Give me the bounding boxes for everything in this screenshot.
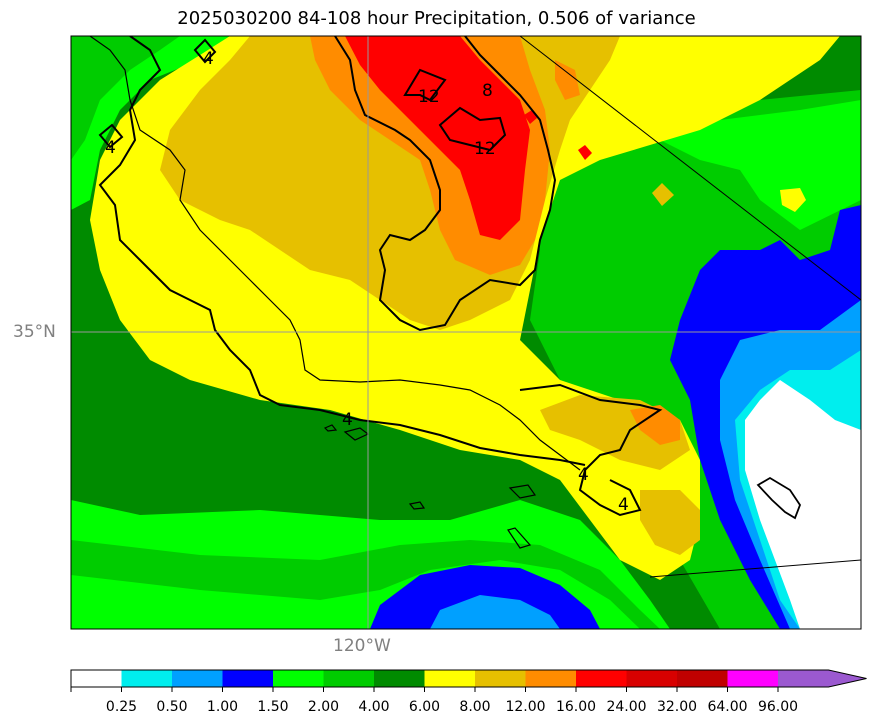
colorbar-segment	[677, 670, 728, 687]
contour-label: 4	[105, 138, 116, 158]
colorbar-segment	[424, 670, 476, 687]
colorbar-segment	[374, 670, 425, 687]
colorbar-segment	[576, 670, 627, 687]
colorbar-tick-label: 6.00	[409, 699, 440, 715]
colorbar-tick-label: 96.00	[758, 699, 798, 715]
contour-label-layer: 4 4 12 8 12 4 4 4	[105, 49, 629, 515]
colorbar-tick-label: 0.25	[106, 699, 137, 715]
colorbar-tick-label: 16.00	[556, 699, 596, 715]
map-title: 2025030200 84-108 hour Precipitation, 0.…	[177, 8, 696, 29]
contour-label: 12	[474, 139, 496, 159]
field-white-east	[745, 380, 861, 629]
colorbar: 0.25 0.50 1.00 1.50 2.00 4.00 6.00 8.00 12.00 16.…	[70, 669, 867, 715]
colorbar-tick-label: 24.00	[606, 699, 646, 715]
contour-4-south-loop	[519, 383, 663, 517]
colorbar-tick-label: 1.50	[257, 699, 288, 715]
colorbar-tick-label: 2.00	[308, 699, 339, 715]
colorbar-tick-label: 8.00	[459, 699, 490, 715]
colorbar-segment	[71, 670, 122, 687]
contour-12-b	[438, 106, 507, 152]
colorbar-tick-label: 0.50	[156, 699, 187, 715]
contour-label: 4	[578, 465, 589, 485]
map-frame	[70, 35, 862, 630]
lake-east	[756, 476, 802, 520]
contour-8	[334, 36, 557, 332]
lat-label: 35°N	[13, 322, 56, 342]
island-2	[508, 484, 537, 499]
island-5	[323, 424, 338, 432]
colorbar-tick-label: 64.00	[707, 699, 747, 715]
field-gold-dot	[652, 183, 674, 206]
colorbar-segment	[323, 670, 375, 687]
contour-4-leftloop	[98, 123, 124, 149]
field-orange-n	[555, 60, 580, 100]
colorbar-segment	[273, 670, 324, 687]
contour-12-a	[403, 68, 447, 102]
colorbar-segment	[525, 670, 577, 687]
colorbar-extend-arrow	[778, 670, 867, 687]
field-red-dot-1	[578, 145, 592, 160]
colorbar-segment	[222, 670, 274, 687]
colorbar-segment	[172, 670, 223, 687]
state-border-ne	[519, 36, 861, 301]
field-red-main	[345, 36, 530, 240]
field-lightblue-sw	[430, 595, 560, 629]
colorbar-tick-label: 12.00	[505, 699, 545, 715]
colorbar-segment	[626, 670, 678, 687]
contour-label: 4	[618, 495, 629, 515]
contour-4-northwest	[193, 38, 217, 64]
contour-label: 8	[482, 81, 493, 101]
contour-label: 4	[342, 410, 353, 430]
colorbar-tick-label: 32.00	[657, 699, 697, 715]
island-4	[507, 527, 532, 549]
colorbar-outline	[70, 669, 867, 688]
coastline	[89, 36, 581, 471]
contour-label: 12	[418, 87, 440, 107]
field-yellow-east-speck	[780, 188, 806, 212]
colorbar-segment	[727, 670, 779, 687]
colorbar-segment	[121, 670, 173, 687]
field-green-nw	[71, 36, 180, 160]
colorbar-segment	[475, 670, 526, 687]
lon-label: 120°W	[333, 636, 391, 656]
island-3	[408, 501, 426, 510]
field-orange-se	[630, 405, 680, 445]
contour-4-west	[98, 36, 586, 466]
contour-label: 4	[203, 49, 214, 69]
field-gold-se	[640, 490, 700, 555]
colorbar-tick-label: 4.00	[358, 699, 389, 715]
colorbar-tick-label: 1.00	[207, 699, 238, 715]
map-field	[71, 36, 861, 629]
field-lime-east	[660, 100, 861, 230]
state-border-se	[649, 559, 861, 578]
